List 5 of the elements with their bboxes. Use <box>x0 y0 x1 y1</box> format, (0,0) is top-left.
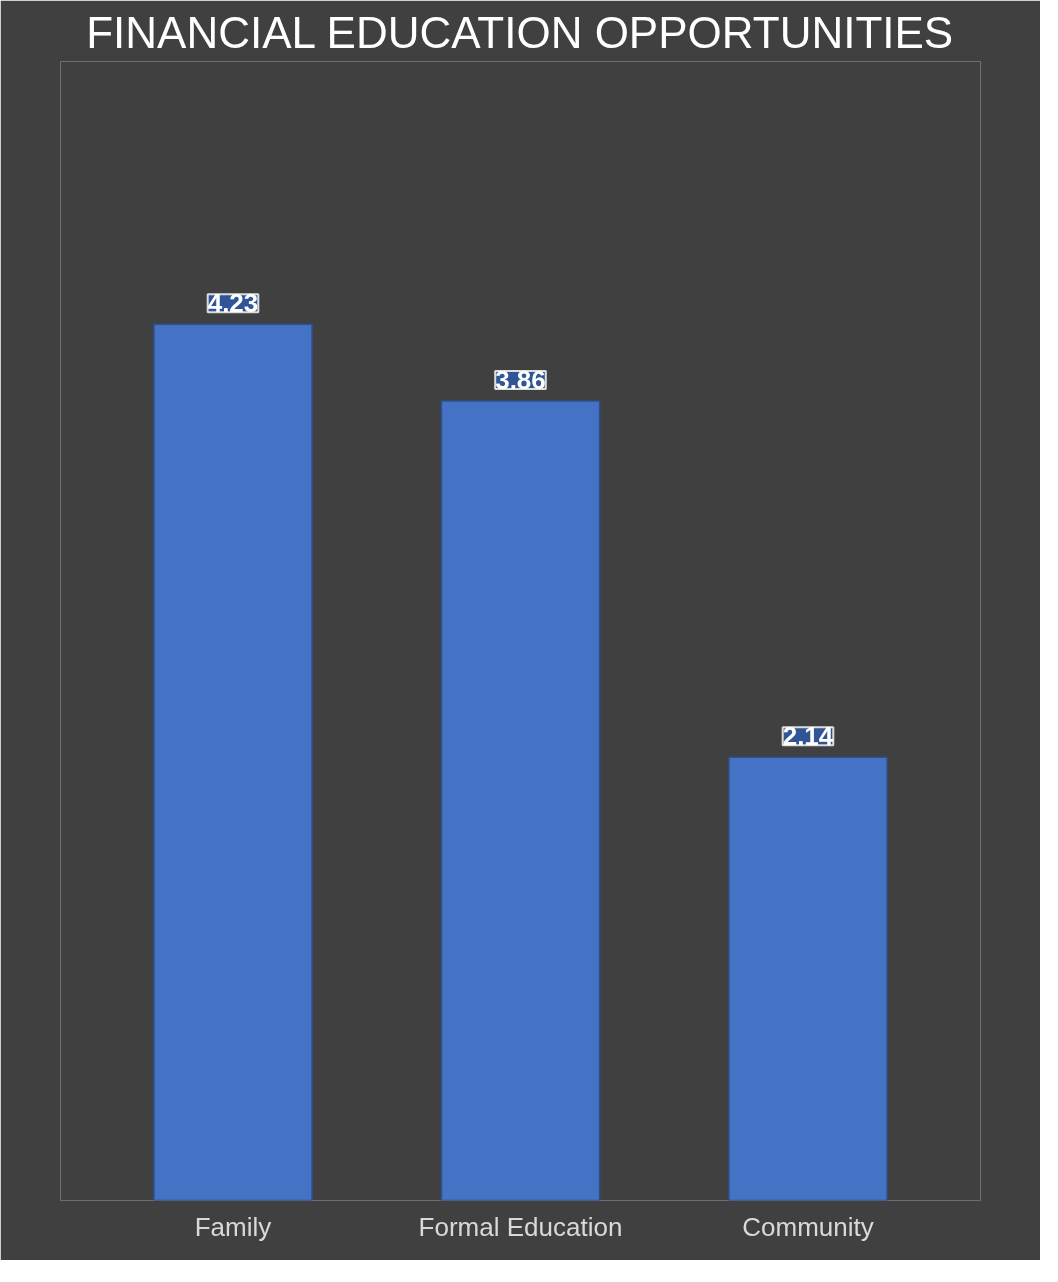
chart-title: FINANCIAL EDUCATION OPPORTUNITIES <box>86 7 954 57</box>
x-tick-label: Formal Education <box>418 1211 623 1242</box>
x-tick-label: Community <box>742 1211 874 1242</box>
x-tick-label: Family <box>194 1211 272 1242</box>
data-label: 3.86 <box>495 364 546 395</box>
